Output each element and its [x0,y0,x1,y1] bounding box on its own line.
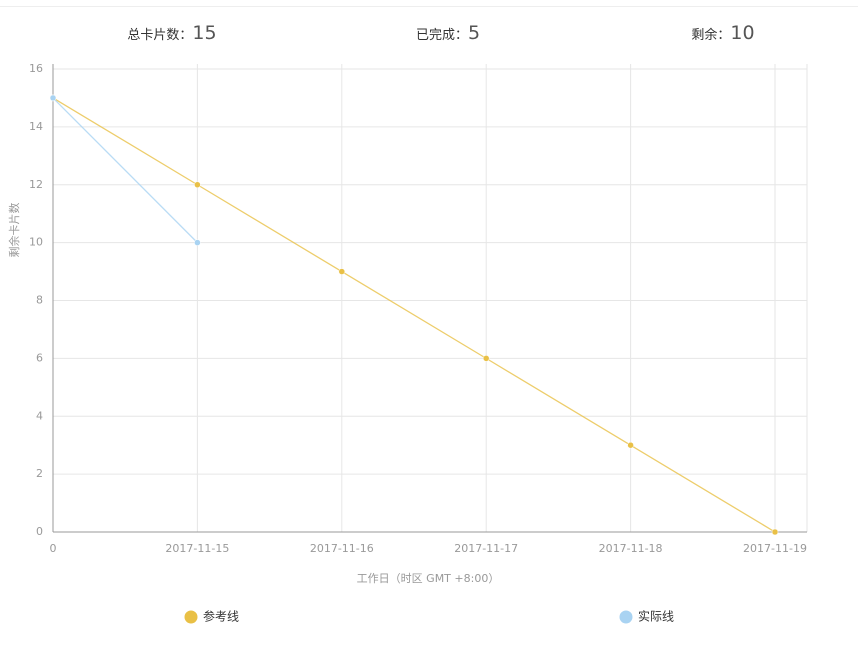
stat-value: 5 [467,22,481,44]
y-tick-label: 12 [29,178,43,191]
legend-swatch [184,610,198,624]
data-point [482,355,490,362]
stat-label: 已完成： [415,28,468,43]
x-axis-title: 工作日（时区 GMT +8:00） [357,572,500,585]
data-point [627,441,634,449]
y-axis-title: 剩余卡片数 [7,203,21,258]
y-tick-label: 6 [36,351,43,364]
data-point [194,181,201,188]
legend-label: 实际线 [638,609,674,624]
x-tick-label: 2017-11-15 [165,542,229,555]
y-tick-label: 16 [29,62,43,75]
data-point [49,94,57,102]
x-tick-label: 0 [50,542,57,555]
x-tick-label: 2017-11-19 [743,542,807,555]
stat-label: 剩余： [691,28,731,43]
y-tick-label: 0 [36,525,43,538]
data-point [194,239,201,246]
x-tick-label: 2017-11-18 [599,542,663,555]
series-line [52,97,776,533]
x-tick-label: 2017-11-17 [454,542,518,555]
legend-label: 参考线 [203,609,239,624]
y-tick-label: 8 [36,294,43,307]
stat-value: 10 [730,22,755,44]
y-tick-label: 4 [36,409,43,422]
data-point [771,528,779,536]
series-line [52,97,198,244]
stat-value: 15 [192,22,217,44]
data-point [338,268,346,275]
legend-swatch [619,610,633,624]
x-tick-label: 2017-11-16 [310,542,374,555]
stat: 剩余：10 [623,22,823,44]
stat: 已完成：5 [348,22,548,44]
y-tick-label: 14 [29,120,43,133]
y-tick-label: 2 [36,467,43,480]
y-tick-label: 10 [29,236,43,249]
stat: 总卡片数：15 [72,22,272,44]
stat-label: 总卡片数： [127,28,193,43]
divider [0,6,858,7]
